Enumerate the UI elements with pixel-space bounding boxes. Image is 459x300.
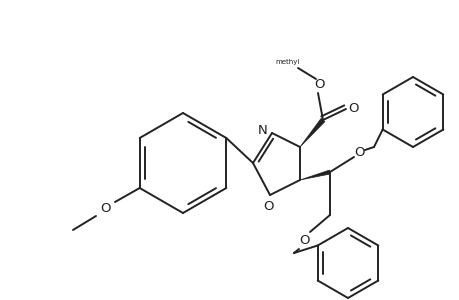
- Text: O: O: [101, 202, 111, 215]
- Text: methyl: methyl: [275, 59, 300, 65]
- Text: O: O: [354, 146, 364, 160]
- Text: O: O: [314, 79, 325, 92]
- Text: O: O: [263, 200, 274, 212]
- Text: O: O: [348, 103, 358, 116]
- Polygon shape: [299, 170, 330, 180]
- Text: O: O: [299, 235, 309, 248]
- Text: N: N: [257, 124, 267, 137]
- Polygon shape: [299, 118, 324, 147]
